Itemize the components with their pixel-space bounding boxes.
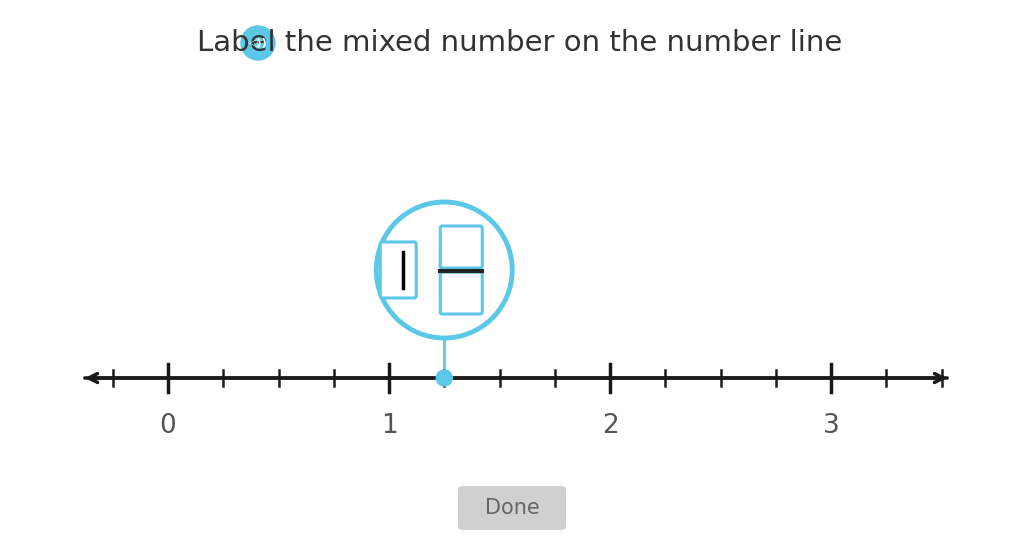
Text: 3: 3 — [822, 413, 840, 439]
Text: Label the mixed number on the number line: Label the mixed number on the number lin… — [198, 29, 843, 57]
Circle shape — [436, 370, 453, 386]
Text: Done: Done — [484, 498, 540, 518]
FancyBboxPatch shape — [440, 226, 482, 268]
Circle shape — [241, 26, 275, 60]
Circle shape — [376, 202, 512, 338]
Text: 2: 2 — [602, 413, 618, 439]
Text: 1: 1 — [381, 413, 397, 439]
Text: ◁)): ◁)) — [249, 38, 267, 48]
FancyBboxPatch shape — [440, 272, 482, 314]
Text: 0: 0 — [160, 413, 176, 439]
FancyBboxPatch shape — [380, 242, 416, 298]
FancyBboxPatch shape — [458, 486, 566, 530]
